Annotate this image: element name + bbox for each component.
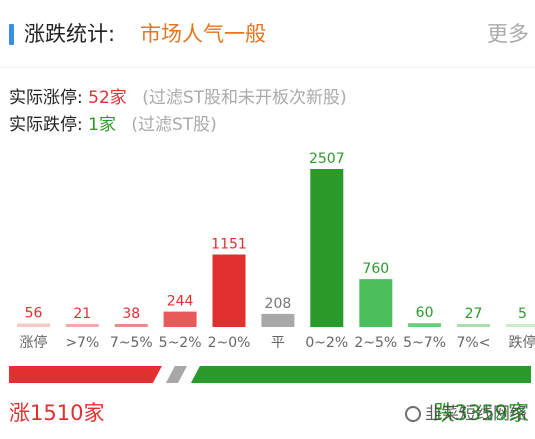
bar-0 [17,323,50,327]
header: 涨跌统计: 市场人气一般 更多 [0,0,535,68]
bar-value-label-1: 21 [73,306,91,322]
category-label-2: 7~5% [110,335,153,351]
limit-down-value: 1家 [88,115,116,135]
bar-6 [310,169,344,327]
distribution-up-segment [9,366,162,383]
category-label-5: 平 [271,335,285,351]
category-label-7: 2~5% [354,335,397,351]
category-label-8: 5~7% [403,335,446,351]
bar-4 [212,254,246,327]
bar-value-label-6: 2507 [309,151,345,167]
bar-9 [457,324,490,327]
total-up-label: 涨1510家 [9,401,105,425]
bar-3 [163,311,197,327]
section-title: 涨跌统计: [24,22,116,46]
category-label-9: 7%< [457,335,491,351]
bar-1 [65,324,99,327]
total-down-label: 跌3359家 [433,401,529,425]
market-mood: 市场人气一般 [140,22,266,46]
bar-value-label-8: 60 [416,305,434,321]
bar-2 [114,324,148,327]
category-label-6: 0~2% [305,335,348,351]
more-link[interactable]: 更多 [487,22,529,46]
bar-value-label-10: 5 [518,306,527,322]
bar-value-label-7: 760 [362,261,389,277]
bar-5 [261,313,295,327]
bar-value-label-2: 38 [122,306,140,322]
distribution-down-segment [190,366,531,383]
bar-value-label-3: 244 [167,294,194,310]
limit-down-note: (过滤ST股) [131,115,217,135]
category-label-4: 2~0% [208,335,251,351]
header-accent-bar [9,24,14,45]
limit-up-value: 52家 [88,88,127,108]
limit-up-note: (过滤ST股和未开板次新股) [142,88,347,108]
limit-down-stat: 实际跌停: 1家 (过滤ST股) [9,113,217,137]
up-down-distribution-bar [9,366,531,383]
category-label-1: >7% [65,335,99,351]
limit-up-stat: 实际涨停: 52家 (过滤ST股和未开板次新股) [9,86,347,110]
category-label-10: 跌停 [509,334,535,351]
distribution-bar-chart: 56 涨停 21 >7% 38 7~5% 244 5~2% 1151 2~0% 208 平 2507 0~… [17,151,535,351]
bar-10 [506,324,535,327]
header-divider [0,67,535,68]
distribution-flat-segment [166,366,187,383]
wechat-icon [405,406,421,422]
limit-down-label: 实际跌停: [9,115,83,135]
bar-value-label-9: 27 [465,306,483,322]
watermark: 韭菜短线网络 [405,403,527,425]
bar-value-label-4: 1151 [211,237,247,253]
bar-value-label-0: 56 [25,306,43,322]
watermark-text: 韭菜短线网络 [425,404,527,424]
limit-up-label: 实际涨停: [9,88,83,108]
bar-7 [359,279,393,327]
bar-value-label-5: 208 [265,296,292,312]
category-label-3: 5~2% [159,335,202,351]
category-label-0: 涨停 [20,334,48,351]
bar-8 [408,323,442,327]
